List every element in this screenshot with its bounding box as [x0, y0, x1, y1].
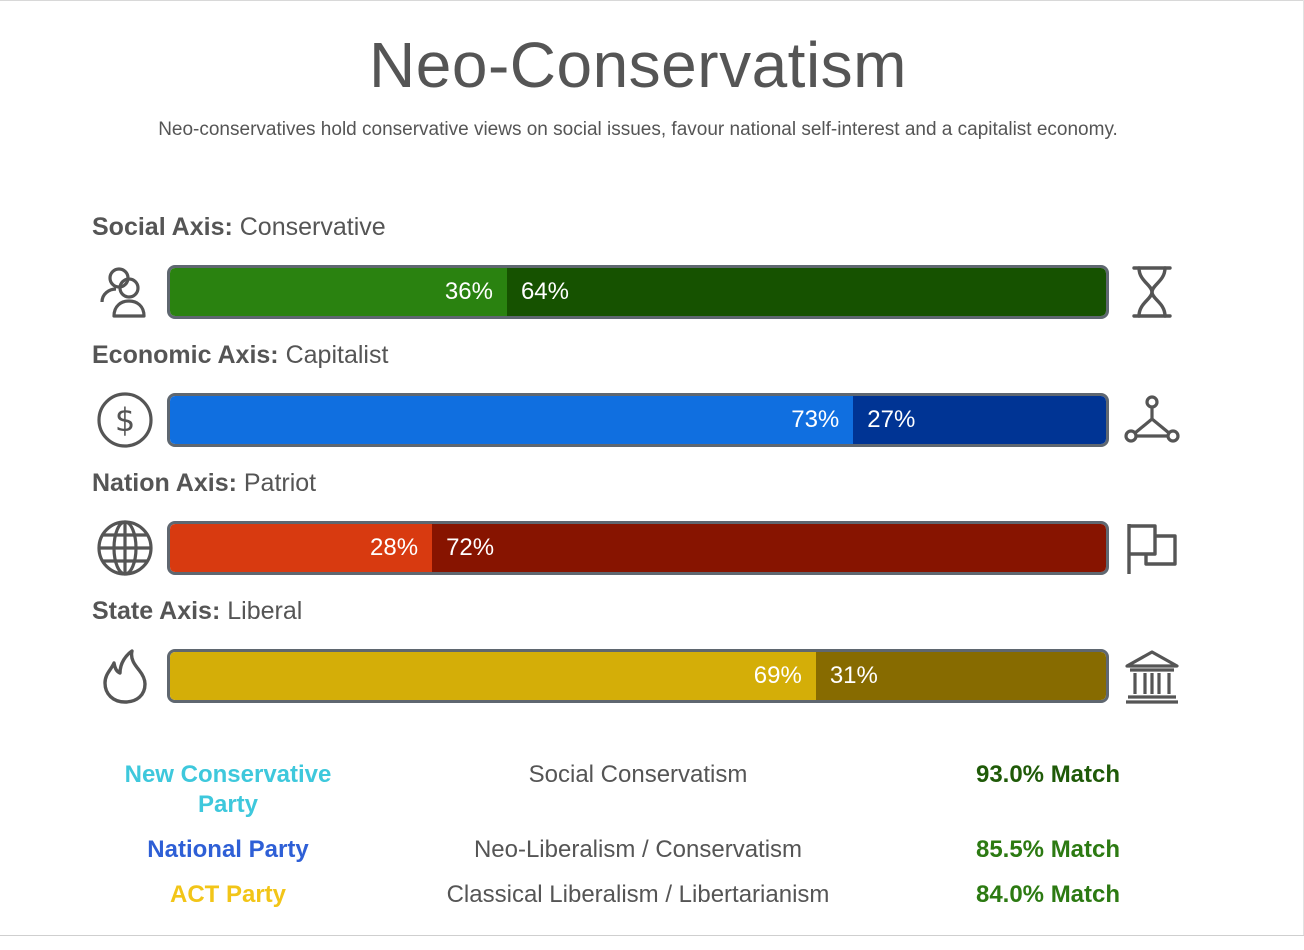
party-name-act: ACT Party: [169, 881, 287, 908]
frame-bottom-border: [0, 935, 1304, 936]
party-name-new-conservative: New Conservative Party: [124, 761, 332, 818]
social-axis-value: Conservative: [239, 213, 386, 241]
economic-axis-left-segment: 73%: [170, 396, 854, 444]
economic-axis-bar: 73% 27%: [167, 393, 1109, 447]
frame-top-border: [0, 0, 1304, 1]
nation-axis-key: Nation Axis:: [92, 469, 237, 497]
social-axis-right-label: 64%: [520, 278, 569, 305]
social-axis-left-segment: 36%: [170, 268, 507, 316]
party-ideology-national: Neo-Liberalism / Conservatism: [473, 836, 803, 863]
page-subtitle: Neo-conservatives hold conservative view…: [158, 119, 1118, 140]
flag-icon: [1122, 518, 1182, 578]
party-match-national: 85.5% Match: [975, 836, 1121, 863]
state-axis-left-segment: 69%: [170, 652, 816, 700]
economic-axis-right-label: 27%: [867, 406, 916, 433]
government-building-icon: [1122, 646, 1182, 706]
state-axis-value: Liberal: [227, 597, 303, 625]
nation-axis-left-segment: 28%: [170, 524, 433, 572]
party-match-act: 84.0% Match: [975, 881, 1121, 908]
globe-icon: [95, 518, 155, 578]
nation-axis-bar: 28% 72%: [167, 521, 1109, 575]
state-axis-right-label: 31%: [829, 662, 878, 689]
state-axis-right-segment: 31%: [815, 652, 1106, 700]
people-icon: [95, 262, 155, 322]
social-axis-left-label: 36%: [444, 278, 493, 305]
party-ideology-new-conservative: Social Conservatism: [528, 761, 748, 788]
hourglass-icon: [1122, 262, 1182, 322]
state-axis-left-label: 69%: [753, 662, 802, 689]
svg-text:$: $: [115, 401, 135, 439]
page-title: Neo-Conservatism: [369, 29, 907, 101]
nation-axis-right-segment: 72%: [432, 524, 1106, 572]
state-axis-key: State Axis:: [92, 597, 221, 625]
party-match-new-conservative: 93.0% Match: [975, 761, 1121, 788]
economic-axis-left-label: 73%: [791, 406, 840, 433]
state-axis-label: State Axis: Liberal: [92, 597, 302, 626]
state-axis-bar: 69% 31%: [167, 649, 1109, 703]
nation-axis-label: Nation Axis: Patriot: [92, 469, 316, 498]
economic-axis-label: Economic Axis: Capitalist: [92, 341, 388, 370]
flame-icon: [95, 646, 155, 706]
social-axis-right-segment: 64%: [506, 268, 1106, 316]
social-axis-key: Social Axis:: [92, 213, 233, 241]
social-axis-label: Social Axis: Conservative: [92, 213, 386, 242]
nation-axis-right-label: 72%: [446, 534, 495, 561]
social-axis-bar: 36% 64%: [167, 265, 1109, 319]
dollar-icon: $: [95, 390, 155, 450]
party-ideology-act: Classical Liberalism / Libertarianism: [446, 881, 830, 908]
economic-axis-right-segment: 27%: [853, 396, 1106, 444]
nation-axis-left-label: 28%: [370, 534, 419, 561]
party-name-national: National Party: [147, 836, 309, 863]
economic-axis-key: Economic Axis:: [92, 341, 279, 369]
network-icon: [1122, 390, 1182, 450]
economic-axis-value: Capitalist: [285, 341, 389, 369]
nation-axis-value: Patriot: [243, 469, 317, 497]
